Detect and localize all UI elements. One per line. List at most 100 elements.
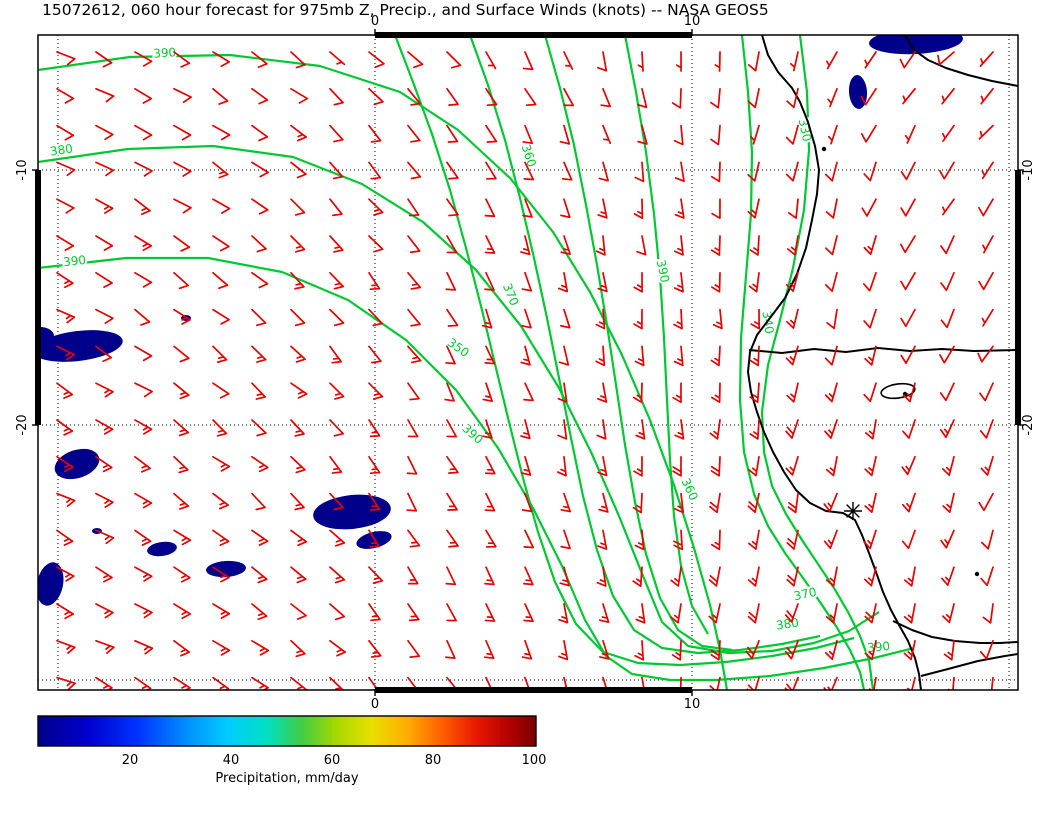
wind-barb (406, 455, 418, 475)
wind-barb (95, 161, 115, 177)
wind-barb (563, 87, 575, 107)
wind-barb (522, 566, 534, 586)
wind-barb (597, 198, 608, 219)
wind-barb (675, 51, 682, 72)
wind-barb (212, 455, 231, 472)
wind-barb (95, 271, 113, 289)
wind-barb (937, 51, 955, 66)
wind-barb (521, 271, 533, 292)
wind-barb (940, 308, 955, 329)
wind-barb (329, 308, 345, 327)
wind-barb (598, 603, 610, 624)
wind-barb (903, 566, 916, 587)
contour-label: 360 (519, 143, 539, 169)
wind-barb (979, 639, 994, 660)
wind-barb (446, 492, 458, 511)
wind-barb (595, 345, 606, 367)
wind-barb (173, 603, 192, 620)
wind-barb (251, 529, 269, 546)
wind-barb (407, 382, 420, 401)
wind-barb (902, 419, 916, 439)
wind-barb (942, 198, 955, 216)
wind-barb (407, 639, 421, 658)
wind-barb (674, 161, 685, 183)
wind-barb (673, 235, 684, 256)
wind-barb (634, 161, 645, 183)
wind-barb (598, 161, 609, 182)
wind-barb (212, 566, 230, 583)
wind-barb (212, 87, 229, 105)
wind-barb (901, 529, 916, 550)
wind-barb (407, 51, 424, 69)
wind-barb (977, 345, 994, 363)
coastline-path (920, 653, 1018, 677)
wind-barb (982, 235, 994, 254)
wind-barb (903, 603, 916, 624)
wind-barb (445, 271, 457, 291)
wind-barb (941, 87, 955, 105)
wind-barb (56, 345, 76, 361)
wind-barb (368, 603, 381, 622)
wind-barb (903, 676, 916, 690)
y-tick-label-left: -20 (15, 414, 30, 435)
wind-barb (747, 51, 760, 72)
wind-barb (484, 566, 495, 586)
wind-barb (904, 124, 916, 144)
precip-blob (206, 560, 246, 578)
wind-barb (482, 419, 493, 439)
wind-barb (597, 676, 608, 690)
wind-barb (635, 419, 646, 440)
wind-barb (748, 271, 760, 293)
wind-barb (522, 198, 533, 218)
wind-barb (939, 382, 955, 402)
wind-barb (173, 87, 192, 104)
wind-barb (329, 382, 345, 400)
wind-barb (710, 529, 721, 551)
wind-barb (368, 529, 380, 548)
wind-barb (56, 235, 75, 252)
wind-barb (710, 271, 721, 293)
wind-barb (173, 566, 191, 583)
wind-barb (863, 382, 877, 403)
wind-barb (825, 198, 838, 219)
wind-barb (939, 419, 955, 439)
wind-barb (823, 529, 838, 550)
wind-barb (173, 345, 190, 363)
wind-barb (56, 529, 74, 546)
wind-barb (639, 676, 646, 690)
wind-barb (212, 603, 231, 619)
wind-barb (251, 308, 267, 327)
wind-barb (673, 308, 683, 330)
y-tick-label-left: -10 (15, 159, 30, 180)
wind-barb (445, 345, 456, 365)
wind-barb (329, 271, 345, 290)
wind-barb (670, 566, 682, 587)
contour-line (393, 35, 855, 667)
chart-title: 15072612, 060 hour forecast for 975mb Z,… (42, 1, 769, 19)
wind-barb (446, 603, 457, 622)
wind-barb (940, 271, 955, 292)
wind-barb (407, 198, 420, 217)
wind-barb (290, 419, 305, 437)
wind-barb (523, 382, 534, 402)
wind-barb (560, 492, 572, 513)
coastline-borders (747, 35, 1018, 690)
wind-barb (173, 198, 192, 214)
wind-barb (290, 639, 306, 658)
wind-barb (824, 271, 838, 293)
wind-barb (173, 51, 191, 68)
wind-barb (56, 676, 76, 690)
wind-barb (941, 566, 955, 587)
wind-barb (173, 529, 192, 546)
wind-barb (899, 235, 916, 254)
coastline-path (748, 347, 1018, 354)
wind-barb (329, 492, 344, 511)
wind-barb (368, 308, 383, 327)
wind-barb (941, 455, 955, 477)
wind-barb (251, 51, 268, 68)
wind-barb (212, 382, 230, 399)
wind-barb (861, 198, 877, 217)
wind-barb (786, 529, 799, 550)
wind-barb (56, 308, 76, 324)
wind-barb (902, 87, 916, 105)
